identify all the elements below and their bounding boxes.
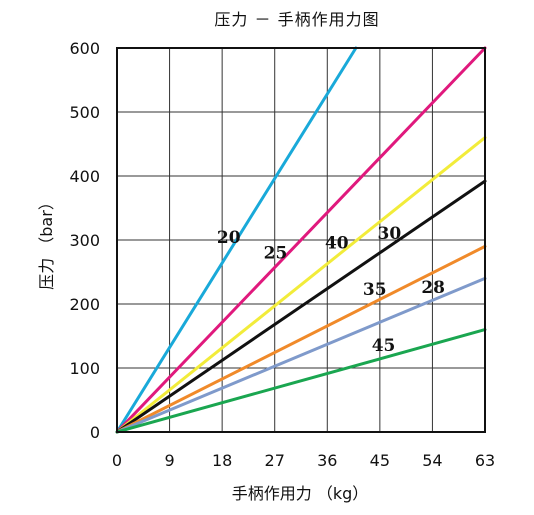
series-line-40 xyxy=(115,136,487,434)
x-tick-label: 63 xyxy=(475,451,495,470)
series-line-25 xyxy=(115,46,487,434)
series-labels: 20 25 40 30 35 28 45 xyxy=(217,224,445,356)
series-label-40: 40 xyxy=(325,233,349,253)
y-tick-label: 600 xyxy=(69,39,100,58)
y-tick-label: 100 xyxy=(69,359,100,378)
series-line-30 xyxy=(115,179,487,434)
series-label-28: 28 xyxy=(421,278,445,298)
y-tick-label: 200 xyxy=(69,295,100,314)
x-tick-label: 36 xyxy=(317,451,337,470)
y-tick-label: 500 xyxy=(69,103,100,122)
series-line-45 xyxy=(115,328,487,434)
series-line-28 xyxy=(115,276,487,434)
series-line-20 xyxy=(115,46,358,434)
plot-frame xyxy=(116,47,486,433)
series-line-35 xyxy=(115,244,487,434)
x-tick-label: 45 xyxy=(370,451,390,470)
x-axis-label: 手柄作用力 （kg） xyxy=(232,484,369,503)
x-tick-label: 0 xyxy=(112,451,122,470)
series-label-20: 20 xyxy=(217,228,241,248)
series-label-30: 30 xyxy=(378,224,402,244)
y-tick-label: 300 xyxy=(69,231,100,250)
series-label-25: 25 xyxy=(264,243,288,263)
y-tick-label: 400 xyxy=(69,167,100,186)
x-tick-labels: 0 9 18 27 36 45 54 63 xyxy=(112,451,495,470)
series-label-35: 35 xyxy=(363,280,387,300)
y-tick-labels: 0 100 200 300 400 500 600 xyxy=(69,39,100,442)
chart-title: 压力 － 手柄作用力图 xyxy=(214,10,379,29)
x-tick-label: 54 xyxy=(422,451,442,470)
series-lines xyxy=(115,46,487,434)
x-tick-label: 27 xyxy=(265,451,285,470)
y-axis-label: 压力 （bar） xyxy=(37,194,56,290)
y-tick-label: 0 xyxy=(90,423,100,442)
x-tick-label: 18 xyxy=(212,451,232,470)
series-label-45: 45 xyxy=(372,336,396,356)
x-tick-label: 9 xyxy=(164,451,174,470)
